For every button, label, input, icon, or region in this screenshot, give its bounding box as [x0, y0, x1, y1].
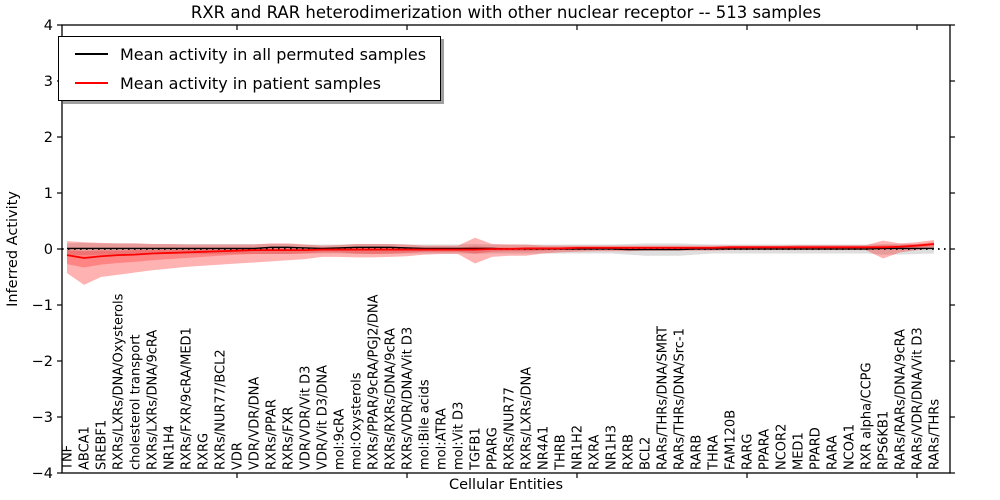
entity-label: RXRs/FXR	[282, 406, 297, 470]
entity-label: RXRs/LXRs/DNA	[520, 367, 535, 470]
entity-label: RARG	[741, 433, 756, 470]
y-tick-label: −1	[32, 298, 53, 314]
entity-label: RARB	[690, 435, 705, 470]
entity-label: VDR/Vit D3/DNA	[316, 365, 331, 470]
entity-label: RXRG	[197, 433, 212, 470]
entity-label: RARs/THRs	[928, 399, 943, 470]
entity-label: RXRs/NUR77/BCL2	[214, 349, 229, 470]
entity-label: NR1H4	[163, 425, 178, 470]
entity-label: VDR/VDR/DNA	[248, 377, 263, 470]
entity-label: RPS6KB1	[877, 411, 892, 470]
y-tick-label: −3	[32, 410, 53, 426]
entity-label: cholesterol transport	[129, 334, 144, 470]
entity-label: RARA	[826, 435, 841, 470]
entity-label: RXRB	[622, 434, 637, 470]
entity-label: RXRs/NUR77	[503, 387, 518, 470]
permuted-line-swatch	[75, 53, 108, 55]
entity-label: RARs/THRs/DNA/Src-1	[673, 328, 688, 470]
entity-label: RXRA	[588, 435, 603, 470]
entity-label: mol:Bile acids	[418, 379, 433, 470]
entity-label: PPARD	[809, 427, 824, 470]
y-tick-label: 4	[44, 18, 53, 34]
entity-label: RXRs/LXRs/DNA/Oxysterols	[112, 293, 127, 470]
y-tick-label: 1	[44, 186, 53, 202]
y-tick-label: 2	[44, 130, 53, 146]
x-axis-label: Cellular Entities	[448, 477, 564, 493]
patient-mean-line	[66, 243, 935, 259]
entity-label: NR4A1	[537, 426, 552, 470]
entity-label: MED1	[792, 432, 807, 470]
entity-label: PPARA	[758, 429, 773, 470]
entity-label: BCL2	[639, 437, 654, 470]
entity-label: THRB	[554, 434, 569, 471]
entity-label: NCOR2	[775, 424, 790, 470]
entity-label: NR1H2	[571, 425, 586, 470]
entity-label: RARs/THRs/DNA/SMRT	[656, 326, 671, 470]
legend-label-permuted: Mean activity in all permuted samples	[120, 44, 427, 64]
entity-label: SREBF1	[95, 420, 110, 470]
entity-label: RXR alpha/CCPG	[860, 362, 875, 470]
y-tick-label: −2	[32, 354, 53, 370]
entity-label: NCOA1	[843, 424, 858, 470]
entity-label: RXRs/LXRs/DNA/9cRA	[146, 330, 161, 470]
entity-label: mol:Vit D3	[452, 402, 467, 470]
entity-label: TGFB1	[469, 427, 484, 471]
entity-label: mol:9cRA	[333, 408, 348, 470]
entity-label: RXRs/FXR/9cRA/MED1	[180, 327, 195, 470]
entity-label: NR1H3	[605, 425, 620, 470]
legend-item-patient: Mean activity in patient samples	[69, 72, 426, 94]
entity-label: RARs/RARs/DNA/9cRA	[894, 329, 909, 470]
entity-label: RXRs/PPAR	[265, 399, 280, 470]
chart-title: RXR and RAR heterodimerization with othe…	[190, 3, 822, 22]
y-tick-label: 3	[44, 74, 53, 90]
entity-label: RXRs/VDR/DNA/Vit D3	[401, 327, 416, 470]
legend-box: Mean activity in all permuted samples Me…	[58, 36, 442, 101]
entity-label: TNF	[61, 445, 76, 471]
entity-label: mol:Oxysterols	[350, 372, 365, 470]
entity-label: THRA	[707, 435, 722, 471]
entity-label: VDR/VDR/Vit D3	[299, 366, 314, 470]
y-tick-label: −4	[32, 466, 53, 482]
y-tick-label: 0	[44, 242, 53, 258]
entity-label: PPARG	[486, 427, 501, 470]
entity-label: VDR	[231, 442, 246, 470]
y-axis-label: Inferred Activity	[5, 191, 21, 307]
legend-label-patient: Mean activity in patient samples	[120, 73, 381, 93]
entity-label: RXRs/RXRs/DNA/9cRA	[384, 328, 399, 470]
entity-label: RXRs/PPAR/9cRA/PGJ2/DNA	[367, 294, 382, 470]
legend-item-permuted: Mean activity in all permuted samples	[69, 43, 426, 65]
entity-label: mol:ATRA	[435, 408, 450, 470]
entity-label: FAM120B	[724, 410, 739, 470]
entity-label: ABCA1	[78, 426, 93, 470]
entity-label: RARs/VDR/DNA/Vit D3	[911, 327, 926, 470]
patient-line-swatch	[75, 82, 108, 84]
